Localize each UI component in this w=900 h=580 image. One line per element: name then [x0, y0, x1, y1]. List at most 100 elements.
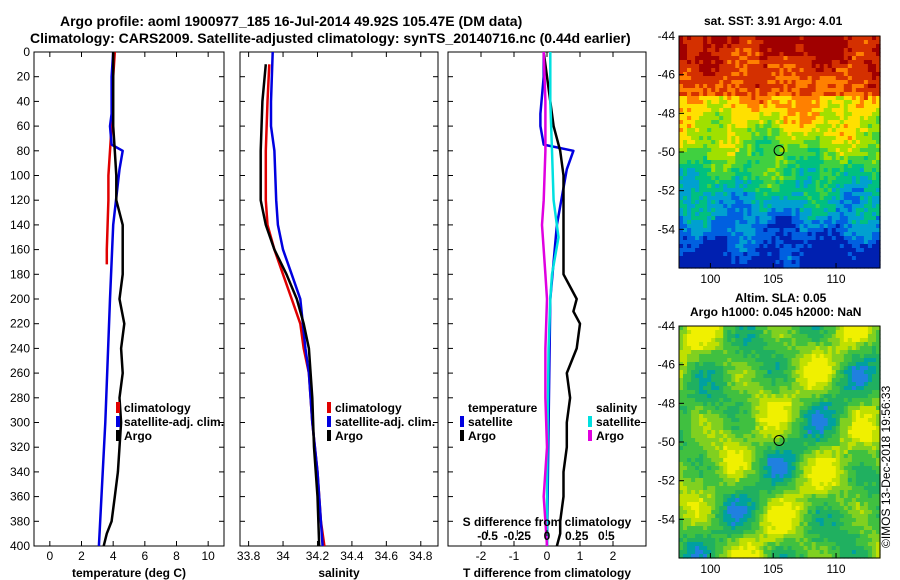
map-cell	[699, 370, 704, 375]
map-cell	[719, 144, 724, 149]
map-cell	[707, 164, 712, 169]
map-cell	[727, 398, 732, 403]
map-cell	[807, 160, 813, 165]
map-cell	[711, 52, 716, 57]
map-cell	[699, 152, 704, 157]
map-cell	[731, 192, 736, 197]
map-cell	[811, 418, 817, 423]
map-cell	[775, 132, 781, 137]
map-cell	[867, 358, 873, 363]
map-cell	[755, 260, 760, 265]
map-cell	[763, 172, 768, 177]
map-cell	[876, 236, 881, 241]
map-cell	[723, 64, 728, 69]
map-cell	[787, 232, 793, 237]
map-cell	[835, 256, 841, 261]
map-cell	[743, 442, 748, 447]
map-cell	[743, 446, 748, 451]
legend-swatch	[588, 430, 592, 441]
map-cell	[807, 92, 813, 97]
map-cell	[839, 252, 845, 257]
map-cell	[723, 224, 728, 229]
map-cell	[847, 442, 853, 447]
map-cell	[751, 260, 756, 265]
map-cell	[795, 434, 801, 439]
map-cell	[799, 208, 805, 213]
map-cell	[715, 216, 720, 221]
map-cell	[695, 124, 700, 129]
map-cell	[707, 260, 712, 265]
map-cell	[783, 136, 789, 141]
map-cell	[707, 228, 712, 233]
map-cell	[827, 36, 833, 41]
map-cell	[791, 128, 797, 133]
map-cell	[747, 180, 752, 185]
map-cell	[699, 330, 704, 335]
map-cell	[847, 132, 853, 137]
map-cell	[795, 362, 801, 367]
map-cell	[771, 104, 777, 109]
map-cell	[791, 136, 797, 141]
map-cell	[815, 358, 821, 363]
map-cell	[691, 438, 696, 443]
map-cell	[751, 172, 756, 177]
map-cell	[823, 136, 829, 141]
map-cell	[699, 196, 704, 201]
map-cell	[839, 80, 845, 85]
map-cell	[759, 326, 764, 331]
map-cell	[759, 88, 764, 93]
map-cell	[859, 128, 865, 133]
map-cell	[783, 374, 789, 379]
map-cell	[723, 60, 728, 65]
map-cell	[747, 252, 752, 257]
map-cell	[743, 80, 748, 85]
map-cell	[799, 466, 805, 471]
map-cell	[787, 40, 793, 45]
map-cell	[727, 334, 732, 339]
map-cell	[863, 390, 869, 395]
map-cell	[835, 172, 841, 177]
map-cell	[843, 326, 849, 331]
map-cell	[863, 100, 869, 105]
map-cell	[863, 52, 869, 57]
map-cell	[683, 212, 688, 217]
map-cell	[823, 48, 829, 53]
map-cell	[827, 240, 833, 245]
map-cell	[727, 88, 732, 93]
map-cell	[835, 430, 841, 435]
map-cell	[723, 44, 728, 49]
map-cell	[759, 212, 764, 217]
map-cell	[831, 148, 837, 153]
map-cell	[759, 362, 764, 367]
map-cell	[751, 184, 756, 189]
map-cell	[807, 410, 813, 415]
map-cell	[811, 116, 817, 121]
map-cell	[827, 52, 833, 57]
map-cell	[767, 164, 772, 169]
map-cell	[779, 64, 785, 69]
map-cell	[827, 220, 833, 225]
map-cell	[751, 252, 756, 257]
map-cell	[743, 40, 748, 45]
map-cell	[835, 112, 841, 117]
map-cell	[872, 450, 877, 455]
map-cell	[835, 402, 841, 407]
map-cell	[755, 394, 760, 399]
map-cell	[815, 410, 821, 415]
map-cell	[759, 244, 764, 249]
map-cell	[679, 172, 684, 177]
map-cell	[851, 410, 857, 415]
map-cell	[851, 430, 857, 435]
map-cell	[679, 88, 684, 93]
map-cell	[715, 466, 720, 471]
map-cell	[876, 354, 881, 359]
map-cell	[863, 418, 869, 423]
map-cell	[799, 88, 805, 93]
map-cell	[723, 358, 728, 363]
map-cell	[803, 326, 809, 331]
map-cell	[743, 244, 748, 249]
map-cell	[851, 116, 857, 121]
map-cell	[707, 132, 712, 137]
map-cell	[872, 148, 877, 153]
map-cell	[731, 362, 736, 367]
